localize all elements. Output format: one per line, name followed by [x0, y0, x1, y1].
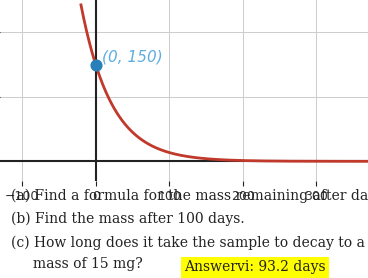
Text: (0, 150): (0, 150) — [102, 49, 162, 64]
Point — [93, 62, 99, 67]
Text: Answervi: 93.2 days: Answervi: 93.2 days — [184, 260, 326, 274]
Text: (a) Find a formula for the mass remaining after days.: (a) Find a formula for the mass remainin… — [11, 188, 368, 203]
Text: (b) Find the mass after 100 days.: (b) Find the mass after 100 days. — [11, 212, 245, 226]
Text: (c) How long does it take the sample to decay to a: (c) How long does it take the sample to … — [11, 235, 365, 250]
Text: mass of 15 mg?: mass of 15 mg? — [11, 257, 143, 270]
